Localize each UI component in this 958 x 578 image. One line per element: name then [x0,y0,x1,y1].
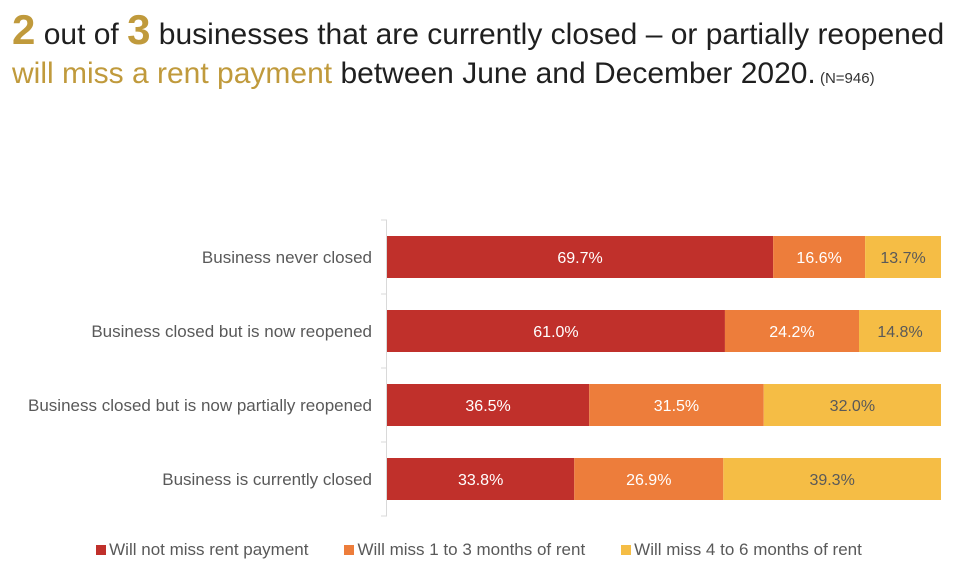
bar-segment [763,384,941,426]
bars-group: 69.7% 16.6% 13.7% 61.0% 24.2% 14.8% 36.5% 31.5%… [387,236,941,500]
chart-headline: 2 out of 3 businesses that are currently… [12,9,952,98]
headline-number-3: 3 [127,6,151,53]
bar-segment [859,310,941,352]
data-label: 14.8% [877,324,922,341]
headline-highlight: will miss a rent payment [12,57,333,90]
legend-label: Will miss 1 to 3 months of rent [357,540,586,559]
legend-swatch [621,545,632,555]
category-label: Business never closed [202,248,372,267]
legend-swatch [96,545,107,555]
data-label: 36.5% [465,398,510,415]
bar-segment [574,458,724,500]
bar-segment [773,236,866,278]
data-label: 69.7% [557,250,602,267]
headline-text-3: between June and December 2020. [332,57,816,90]
data-label: 16.6% [796,250,841,267]
bar-segment [387,384,590,426]
headline-text-1: out of [35,18,128,51]
bar-segment [387,310,725,352]
category-label: Business closed but is now partially reo… [28,396,372,415]
category-label: Business is currently closed [162,470,372,489]
legend-item: Will miss 4 to 6 months of rent [621,540,862,560]
headline-number-2: 2 [12,6,36,53]
bar-segment [724,310,860,352]
category-label: Business closed but is now reopened [91,322,372,341]
axis-group: Business never closed Business closed but… [28,219,387,517]
data-label: 32.0% [830,398,875,415]
data-label: 24.2% [769,324,814,341]
data-label: 13.7% [880,250,925,267]
legend-label: Will miss 4 to 6 months of rent [634,540,862,559]
legend-label: Will not miss rent payment [109,540,309,559]
bar-segment [723,458,941,500]
legend-item: Will miss 1 to 3 months of rent [344,540,585,560]
sample-size: (N=946) [815,70,875,87]
bar-segment [387,236,774,278]
legend-swatch [344,545,355,555]
chart-legend: Will not miss rent payment Will miss 1 to… [0,540,958,560]
data-label: 33.8% [458,472,503,489]
data-label: 61.0% [533,324,578,341]
data-label: 31.5% [654,398,699,415]
legend-item: Will not miss rent payment [96,540,308,560]
bar-segment [589,384,764,426]
headline-text-2: businesses that are currently closed – o… [150,18,945,51]
bar-segment [387,458,575,500]
data-label: 26.9% [626,472,671,489]
bar-segment [865,236,941,278]
data-label: 39.3% [809,472,854,489]
